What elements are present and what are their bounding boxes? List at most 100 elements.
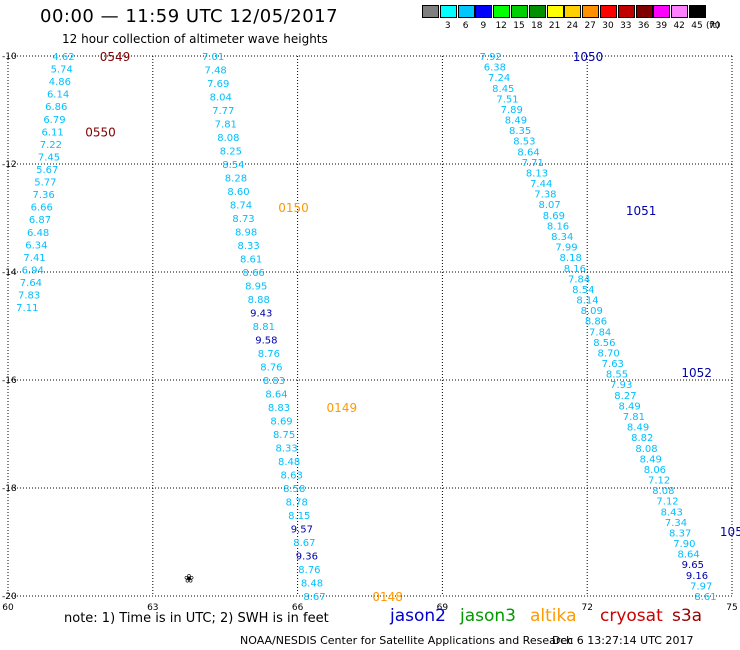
satellite-label-altika: altika <box>530 606 577 626</box>
swh-value: 8.37 <box>669 528 691 539</box>
legend-label: 3 <box>444 21 451 31</box>
pass-time-label: 1050 <box>573 50 604 64</box>
swh-value: 8.63 <box>281 471 303 482</box>
swh-value: 8.18 <box>560 253 582 264</box>
swh-value: 8.49 <box>627 423 649 434</box>
satellite-label-jason3: jason3 <box>460 606 516 626</box>
swh-value: 4.86 <box>49 77 71 88</box>
island-icon: ❀ <box>184 572 194 586</box>
swh-value: 7.51 <box>496 94 518 105</box>
swh-value: 8.48 <box>278 457 300 468</box>
swh-value: 8.13 <box>526 168 548 179</box>
swh-value: 6.66 <box>31 203 53 214</box>
swh-value: 9.57 <box>291 525 313 536</box>
legend-swatch <box>582 5 600 18</box>
legend-label: 12 <box>495 21 507 31</box>
legend-label: 30 <box>602 21 614 31</box>
swh-value: 7.64 <box>20 278 42 289</box>
swh-value: 8.74 <box>230 201 252 212</box>
swh-value: 6.11 <box>42 127 64 138</box>
swh-value: 8.70 <box>597 348 619 359</box>
swh-value: 7.83 <box>18 291 40 302</box>
swh-value: 7.22 <box>40 140 62 151</box>
legend-label: 27 <box>584 21 596 31</box>
swh-value: 8.07 <box>538 200 560 211</box>
swh-value: 7.01 <box>202 52 224 63</box>
swh-value: 8.54 <box>572 285 594 296</box>
swh-value: 7.81 <box>215 120 237 131</box>
swh-value: 8.33 <box>237 241 259 252</box>
swh-value: 7.11 <box>16 303 38 314</box>
swh-value: 7.81 <box>623 412 645 423</box>
legend-label: 18 <box>531 21 543 31</box>
legend-label: 70 <box>709 21 721 31</box>
swh-value: 8.69 <box>543 211 565 222</box>
swh-value: 8.61 <box>240 255 262 266</box>
legend-swatch <box>528 5 546 18</box>
swh-value: 8.58 <box>283 484 305 495</box>
swh-value: 5.67 <box>36 165 58 176</box>
swh-value: 6.34 <box>25 240 47 251</box>
swh-value: 6.87 <box>29 215 51 226</box>
lon-tick-label: 69 <box>437 603 449 613</box>
footer-credit: NOAA/NESDIS Center for Satellite Applica… <box>240 634 574 647</box>
swh-value: 7.48 <box>205 66 227 77</box>
swh-value: 7.89 <box>501 105 523 116</box>
swh-value: 8.81 <box>253 322 275 333</box>
swh-value: 6.94 <box>22 265 44 276</box>
swh-value: 6.38 <box>484 63 506 74</box>
legend-unit: (ft) <box>706 21 720 31</box>
swh-value: 8.14 <box>576 296 598 307</box>
lon-tick-label: 72 <box>581 603 592 613</box>
swh-value: 8.43 <box>661 507 683 518</box>
swh-value: 8.67 <box>303 592 325 603</box>
legend-label: 21 <box>548 21 561 31</box>
swh-value: 8.49 <box>640 454 662 465</box>
swh-value: 8.98 <box>235 228 257 239</box>
legend-label: 15 <box>513 21 525 31</box>
legend-label: 36 <box>637 21 650 31</box>
swh-value: 7.36 <box>32 190 54 201</box>
swh-value: 8.83 <box>268 403 290 414</box>
legend-swatch <box>493 5 511 18</box>
swh-value: 7.84 <box>589 327 611 338</box>
legend-swatch <box>653 5 671 18</box>
swh-value: 5.77 <box>34 178 56 189</box>
swh-value: 8.34 <box>551 232 573 243</box>
swh-value: 8.04 <box>210 93 232 104</box>
swh-value: 8.88 <box>248 295 270 306</box>
legend-label: 39 <box>655 21 668 31</box>
swh-value: 4.62 <box>52 52 74 63</box>
swh-value: 7.41 <box>23 253 45 264</box>
legend-swatch <box>546 5 564 18</box>
swh-value: 8.66 <box>243 268 265 279</box>
page-title: 00:00 — 11:59 UTC 12/05/2017 <box>40 6 339 27</box>
swh-value: 8.53 <box>513 137 535 148</box>
swh-value: 8.73 <box>232 214 254 225</box>
lat-tick-label: -10 <box>2 52 17 62</box>
pass-time-label: 1053 <box>720 525 740 539</box>
pass-time-label: 0549 <box>100 50 131 64</box>
swh-value: 7.69 <box>207 79 229 90</box>
swh-value: 7.84 <box>568 274 590 285</box>
swh-value: 8.08 <box>652 486 674 497</box>
legend-swatch <box>617 5 635 18</box>
swh-value: 8.33 <box>275 444 297 455</box>
swh-value: 8.64 <box>517 147 539 158</box>
swh-value: 6.79 <box>43 115 65 126</box>
swh-value: 7.24 <box>488 73 510 84</box>
swh-value: 8.64 <box>265 390 287 401</box>
swh-value: 8.06 <box>644 465 666 476</box>
satellite-label-s3a: s3a <box>672 606 703 626</box>
swh-value: 8.56 <box>593 338 615 349</box>
swh-value: 7.77 <box>212 106 234 117</box>
swh-value: 8.64 <box>677 550 699 561</box>
lat-tick-label: -16 <box>2 376 17 386</box>
lat-tick-label: -14 <box>2 268 17 278</box>
swh-value: 8.08 <box>217 133 239 144</box>
pass-time-label: 0150 <box>278 201 309 215</box>
swh-value: 9.16 <box>686 571 708 582</box>
legend-swatch <box>689 5 706 18</box>
legend-label: 42 <box>673 21 685 31</box>
swh-value: 9.58 <box>255 336 277 347</box>
